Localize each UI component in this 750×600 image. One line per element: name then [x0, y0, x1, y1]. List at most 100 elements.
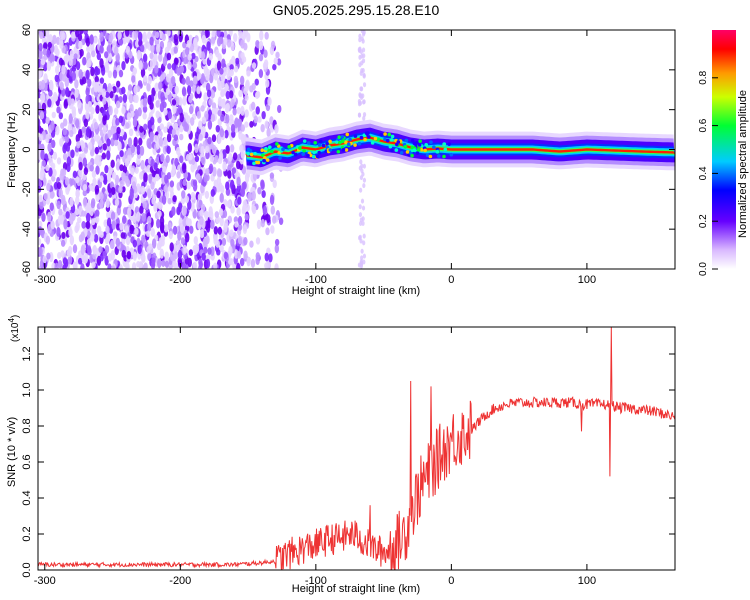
- heatmap-cell: [110, 265, 116, 269]
- heatmap-cell: [274, 238, 280, 246]
- heatmap-cell: [163, 185, 168, 193]
- heatmap-cell: [264, 31, 269, 40]
- heatmap-cell: [340, 139, 345, 143]
- heatmap-cell: [132, 216, 137, 223]
- heatmap-cell: [45, 133, 50, 144]
- heatmap-cell: [143, 75, 148, 83]
- heatmap-cell: [57, 260, 63, 269]
- heatmap-cell: [155, 100, 160, 108]
- heatmap-cell: [227, 170, 232, 179]
- heatmap-cell: [38, 70, 42, 80]
- heatmap-cell: [415, 151, 420, 155]
- heatmap-cell: [370, 141, 375, 145]
- heatmap-cell: [82, 189, 87, 197]
- heatmap-cell: [76, 141, 81, 149]
- heatmap-cell: [298, 146, 302, 150]
- heatmap-cell: [68, 113, 73, 124]
- heatmap-cell: [265, 227, 270, 236]
- heatmap-cell: [63, 219, 68, 230]
- heatmap-cell: [239, 75, 245, 86]
- heatmap-cell: [74, 88, 79, 98]
- heatmap-cell: [42, 42, 48, 50]
- heatmap-cell: [166, 133, 172, 143]
- heatmap-cell: [196, 173, 201, 181]
- heatmap-cell: [157, 258, 162, 269]
- heatmap-cell: [361, 205, 366, 211]
- heatmap-cell: [315, 154, 320, 159]
- heatmap-cell: [197, 120, 203, 130]
- heatmap-cell: [184, 47, 190, 56]
- heatmap-cell: [200, 145, 205, 154]
- heatmap-cell: [211, 144, 217, 155]
- heatmap-cell: [97, 139, 103, 147]
- heatmap-cell: [136, 49, 142, 61]
- heatmap-cell: [85, 69, 90, 80]
- heatmap-cell: [114, 198, 120, 207]
- heatmap-cell: [39, 200, 44, 210]
- heatmap-cell: [272, 215, 277, 224]
- heatmap-cell: [93, 37, 98, 44]
- heatmap-cell: [70, 178, 75, 186]
- heatmap-cell: [38, 92, 41, 99]
- x-tick-label: -300: [34, 274, 56, 286]
- heatmap-cell: [359, 159, 363, 165]
- heatmap-cell: [425, 153, 430, 157]
- heatmap-cell: [43, 73, 48, 84]
- heatmap-cell: [383, 132, 387, 136]
- heatmap-cell: [119, 222, 124, 231]
- heatmap-cell: [281, 147, 285, 152]
- heatmap-cell: [80, 263, 85, 269]
- heatmap-cell: [87, 78, 92, 87]
- heatmap-cell: [216, 37, 222, 47]
- heatmap-cell: [169, 180, 175, 188]
- heatmap-cell: [45, 117, 50, 125]
- heatmap-cell: [69, 49, 75, 58]
- heatmap-cell: [362, 240, 366, 246]
- heatmap-cell: [77, 257, 83, 265]
- heatmap-cell: [98, 112, 103, 122]
- heatmap-cell: [362, 115, 366, 121]
- heatmap-cell: [88, 141, 93, 151]
- heatmap-cell: [274, 243, 280, 254]
- heatmap-cell: [207, 247, 212, 255]
- heatmap-cell: [48, 167, 53, 177]
- heatmap-cell: [96, 52, 102, 61]
- heatmap-cell: [71, 106, 76, 115]
- heatmap-cell: [115, 86, 120, 93]
- heatmap-cell: [244, 109, 249, 118]
- heatmap-cell: [269, 116, 274, 125]
- heatmap-cell: [85, 37, 91, 47]
- heatmap-cell: [200, 73, 206, 84]
- heatmap-cell: [161, 72, 167, 80]
- heatmap-cell: [223, 251, 229, 260]
- heatmap-cell: [55, 125, 60, 136]
- heatmap-cell: [200, 105, 205, 112]
- heatmap-cell: [133, 136, 138, 148]
- heatmap-cell: [101, 152, 107, 160]
- heatmap-cell: [208, 98, 213, 106]
- heatmap-cell: [358, 165, 362, 171]
- heatmap-cell: [78, 234, 84, 243]
- heatmap-cell: [86, 45, 91, 53]
- heatmap-cell: [134, 166, 139, 174]
- heatmap-cell: [358, 234, 362, 240]
- heatmap-cell: [359, 135, 364, 140]
- heatmap-cell: [228, 245, 233, 256]
- heatmap-cell: [51, 111, 56, 119]
- heatmap-cell: [235, 57, 240, 65]
- heatmap-cell: [183, 56, 188, 65]
- y-tick-label: -40: [21, 221, 33, 237]
- heatmap-cell: [158, 136, 164, 147]
- heatmap-cell: [172, 195, 177, 203]
- heatmap-cell: [266, 247, 271, 255]
- heatmap-cell: [173, 251, 179, 259]
- heatmap-cell: [223, 30, 228, 39]
- heatmap-cell: [48, 34, 53, 42]
- heatmap-cell: [70, 31, 76, 39]
- heatmap-cell: [240, 124, 246, 132]
- heatmap-cell: [73, 262, 78, 269]
- heatmap-cell: [107, 82, 112, 93]
- y-tick-label: 0.2: [21, 526, 33, 541]
- heatmap-cell: [175, 244, 180, 252]
- heatmap-cell: [328, 139, 332, 144]
